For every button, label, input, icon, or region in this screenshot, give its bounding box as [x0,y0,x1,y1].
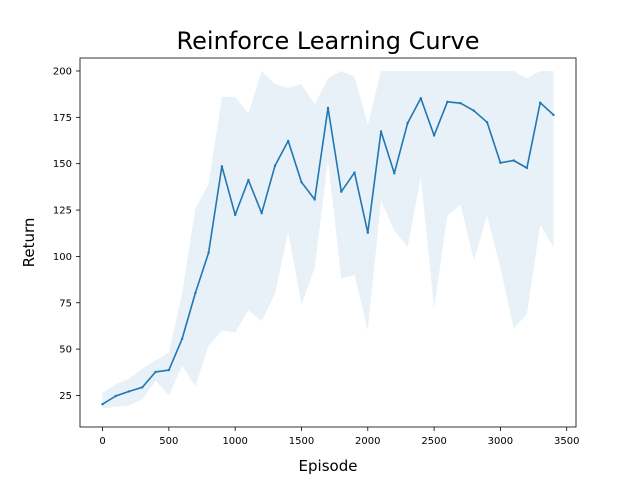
data-point [313,198,316,201]
y-axis-label: Return [20,218,38,268]
x-tick-label: 500 [159,436,178,447]
x-tick-label: 2000 [355,436,380,447]
chart-title: Reinforce Learning Curve [177,27,480,55]
data-point [300,181,303,184]
data-point [459,102,462,105]
data-point [419,97,422,100]
x-tick-label: 1500 [289,436,314,447]
data-point [512,159,515,162]
data-point [287,139,290,143]
data-point [141,386,144,389]
data-point [101,403,104,406]
x-axis: 0 500 1000 1500 2000 2500 3000 3500 [99,427,579,447]
x-tick-label: 3000 [488,436,513,447]
y-tick-label: 125 [53,206,72,217]
data-point [353,171,356,174]
data-point [366,231,369,234]
data-point [167,368,171,372]
x-axis-label: Episode [299,457,358,475]
confidence-band [102,71,554,409]
y-tick-label: 100 [53,252,72,263]
data-point [220,165,224,168]
data-point [379,130,383,133]
data-point [406,121,409,125]
plot-frame [79,57,577,428]
y-tick-label: 25 [59,391,72,402]
data-point [180,337,184,341]
y-tick-label: 150 [53,159,72,170]
x-tick-label: 3500 [554,436,579,447]
data-point [234,213,237,217]
data-point [127,390,131,393]
x-tick-label: 2500 [421,436,446,447]
data-point [446,100,449,104]
data-point [485,121,489,124]
data-point [393,172,396,175]
data-point [326,106,330,110]
data-point [260,212,263,215]
data-point [247,178,250,182]
data-point [273,164,277,167]
data-point [525,166,529,170]
plot-area [101,71,555,409]
y-tick-label: 75 [59,298,72,309]
data-point [472,109,476,112]
data-point [114,394,118,398]
y-tick-label: 175 [53,113,72,124]
data-point [432,134,436,137]
y-tick-label: 50 [59,345,72,356]
data-point [194,291,197,295]
data-point [552,113,555,117]
x-tick-label: 0 [99,436,105,447]
y-axis: 25 50 75 100 125 150 175 200 [53,66,80,402]
data-point [207,251,210,254]
data-point [154,370,157,374]
x-tick-label: 1000 [222,436,247,447]
y-tick-label: 200 [53,66,72,77]
data-point [340,190,343,193]
data-point [539,101,542,104]
data-point [499,161,502,164]
